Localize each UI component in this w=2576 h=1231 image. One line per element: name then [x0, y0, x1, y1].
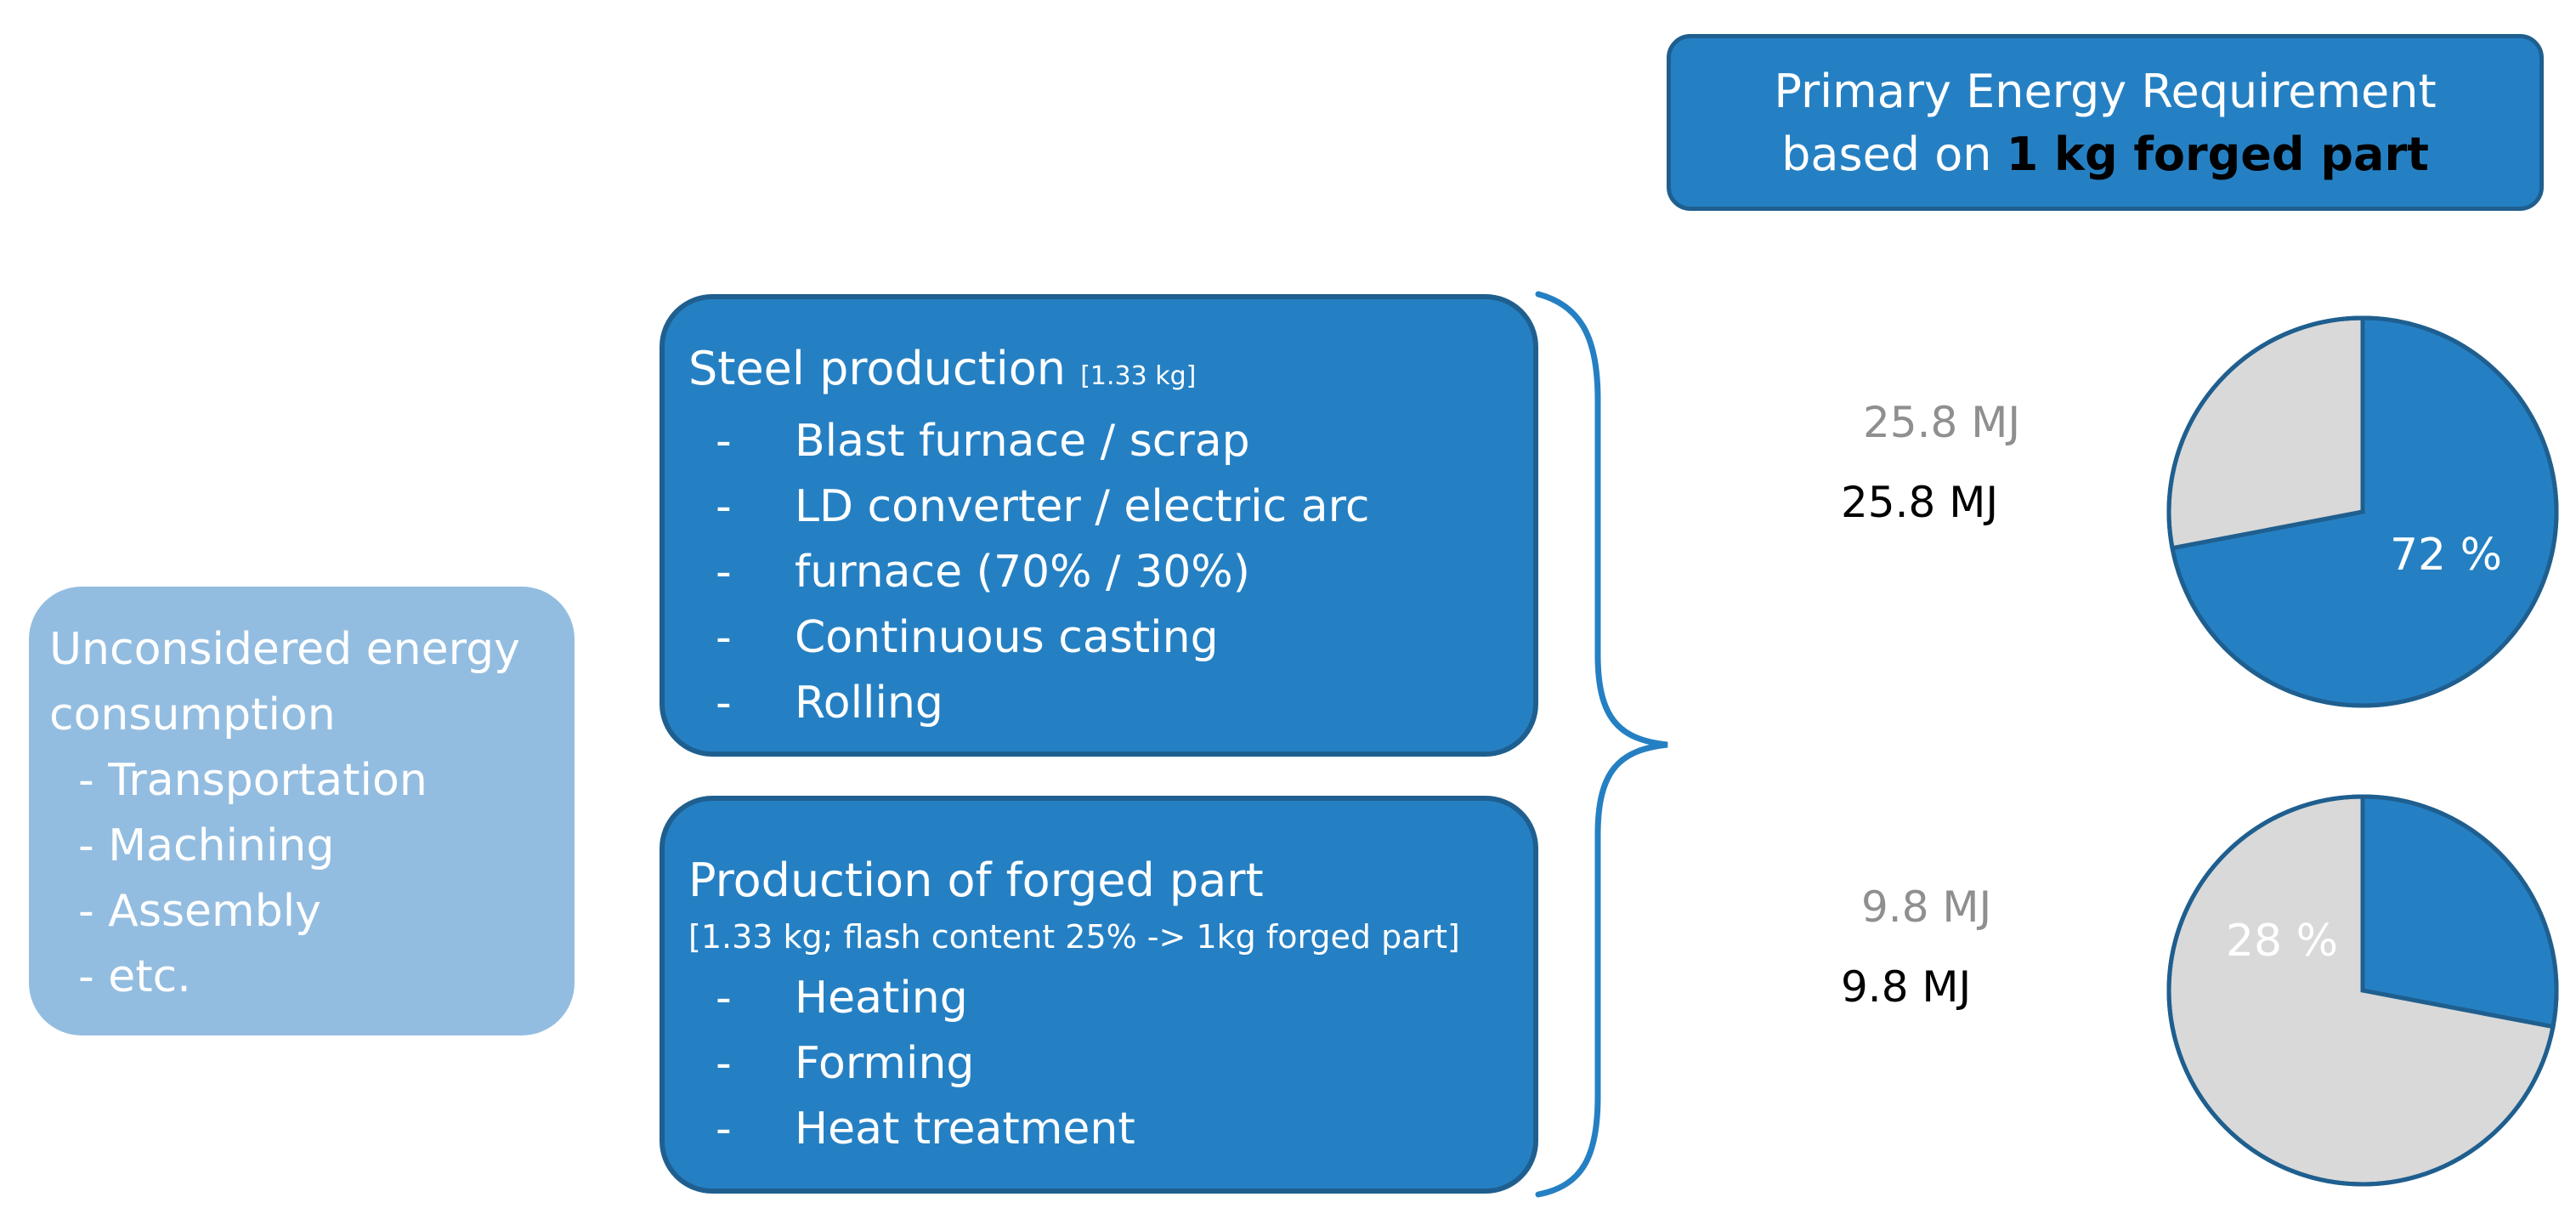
steel-mass-note: [1.33 kg] [1080, 361, 1197, 391]
steel-production-box: Steel production [1.33 kg] Blast furnace… [660, 294, 1538, 757]
steel-item: LD converter / electric arc [688, 474, 1533, 540]
steel-item-continuation: furnace (70% / 30%) [688, 540, 1533, 605]
steel-process-list: Blast furnace / scrap LD converter / ele… [688, 409, 1533, 736]
unconsidered-list: - Transportation - Machining - Assembly … [49, 748, 575, 1010]
header-line1: Primary Energy Requirement [1774, 65, 2437, 118]
steel-energy-value-grey: 25.8 MJ [1863, 398, 2021, 447]
pie-outline [2166, 794, 2559, 1187]
forged-item: Heat treatment [688, 1097, 1533, 1162]
header-box: Primary Energy Requirement based on 1 kg… [1667, 34, 2544, 211]
pie-outline [2166, 315, 2559, 708]
forged-item: Heating [688, 966, 1533, 1031]
unconsidered-item: - etc. [78, 951, 191, 1002]
header-line2-prefix: based on [1781, 128, 2007, 181]
steel-item: Rolling [688, 671, 1533, 736]
unconsidered-title-line2: consumption [49, 689, 336, 740]
steel-item: Blast furnace / scrap [688, 409, 1533, 474]
pie-slice-label: 72 % [2390, 530, 2502, 581]
steel-item: Continuous casting [688, 605, 1533, 671]
unconsidered-title-line1: Unconsidered energy [49, 624, 520, 675]
unconsidered-item: - Machining [78, 820, 335, 871]
forged-item: Forming [688, 1031, 1533, 1097]
steel-production-title: Steel production [1.33 kg] [688, 337, 1533, 409]
header-line2-bold: 1 kg forged part [2006, 128, 2429, 181]
forged-energy-value-grey: 9.8 MJ [1861, 882, 1992, 932]
steel-title-text: Steel production [688, 342, 1067, 395]
pie-slice-label: 28 % [2226, 916, 2338, 967]
forged-part-box: Production of forged part [1.33 kg; flas… [660, 796, 1538, 1194]
unconsidered-item: - Transportation [78, 755, 427, 806]
forged-part-note: [1.33 kg; flash content 25% -> 1kg forge… [688, 918, 1460, 956]
steel-energy-value: 25.8 MJ [1841, 478, 1999, 527]
forged-part-title: Production of forged part [688, 854, 1264, 907]
unconsidered-item: - Assembly [78, 886, 321, 937]
forged-energy-value: 9.8 MJ [1841, 962, 1972, 1012]
forged-process-list: Heating Forming Heat treatment [688, 966, 1533, 1162]
unconsidered-energy-box: Unconsidered energy consumption - Transp… [29, 587, 575, 1035]
pie-slice [2360, 794, 2559, 1030]
header-line2: based on 1 kg forged part [1671, 123, 2539, 186]
